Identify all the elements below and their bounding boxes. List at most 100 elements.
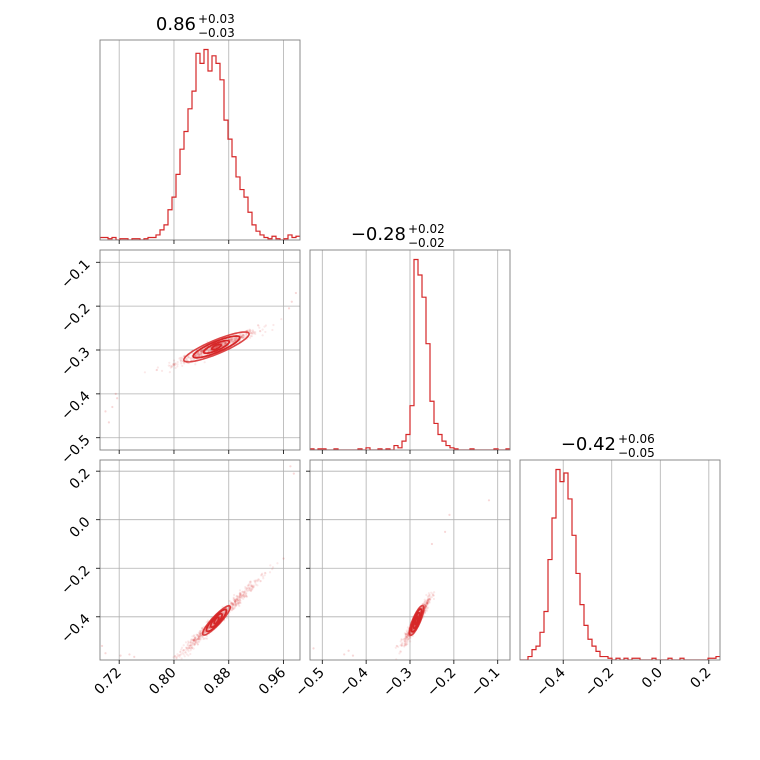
sample-point: [176, 653, 179, 656]
sample-point: [276, 562, 279, 565]
sample-point: [238, 595, 241, 598]
sample-point: [194, 638, 197, 641]
sample-point: [428, 593, 431, 597]
sample-point: [239, 601, 242, 605]
sample-point: [237, 600, 240, 603]
sample-point: [427, 599, 430, 602]
sample-point: [192, 634, 196, 637]
sample-point: [269, 564, 272, 567]
sample-point: [193, 638, 196, 642]
sample-point: [423, 603, 426, 606]
sample-point: [243, 591, 246, 594]
sample-point: [199, 352, 203, 355]
sample-point: [198, 637, 201, 640]
sample-point: [199, 634, 202, 637]
sample-point: [241, 595, 244, 598]
sample-point: [192, 647, 195, 650]
sample-point: [233, 339, 237, 342]
sample-point: [191, 635, 194, 638]
sample-point: [191, 641, 195, 644]
sample-point: [172, 359, 176, 362]
sample-point: [195, 633, 198, 636]
sample-point: [243, 596, 246, 599]
sample-point: [231, 609, 234, 612]
sample-point: [186, 643, 189, 647]
sample-point: [426, 602, 429, 605]
sample-point: [242, 333, 245, 337]
sample-point: [404, 637, 407, 640]
sample-point: [264, 330, 267, 334]
sample-point: [192, 639, 195, 642]
sample-point: [244, 594, 248, 598]
sample-point: [403, 632, 407, 635]
sample-point: [250, 585, 254, 588]
sample-point: [253, 579, 256, 582]
sample-point: [208, 348, 211, 351]
sample-point: [254, 332, 257, 336]
sample-point: [200, 351, 203, 354]
sample-point: [431, 594, 434, 597]
sample-point: [409, 636, 412, 640]
sample-point: [398, 652, 401, 655]
sample-point: [234, 598, 237, 601]
sample-point: [201, 349, 204, 352]
sample-point: [228, 338, 232, 341]
sample-point: [246, 329, 249, 332]
sample-point: [404, 643, 407, 646]
sample-point: [175, 657, 178, 660]
sample-point: [271, 568, 274, 571]
sample-point: [238, 598, 241, 601]
sample-point: [402, 638, 405, 641]
sample-point: [242, 597, 245, 600]
sample-point: [172, 363, 175, 367]
sample-point: [192, 639, 195, 642]
sample-point: [240, 593, 243, 597]
hist-panel-2-frame: [519, 459, 721, 661]
sample-point: [199, 350, 203, 353]
sample-point: [208, 626, 211, 629]
sample-point: [224, 342, 228, 345]
sample-point: [197, 637, 200, 641]
sample-point: [174, 363, 177, 366]
sample-point: [250, 335, 254, 338]
sample-point: [280, 317, 283, 321]
sample-point: [244, 332, 247, 335]
sample-point: [231, 607, 235, 611]
sample-point: [239, 599, 242, 602]
sample-point: [232, 604, 235, 607]
sample-point: [182, 653, 185, 656]
sample-point: [425, 601, 428, 605]
sample-point: [424, 608, 427, 611]
sample-point: [404, 642, 408, 645]
sample-point: [248, 588, 251, 591]
sample-point: [199, 350, 202, 353]
sample-point: [232, 602, 235, 605]
sample-point: [251, 586, 254, 590]
sample-point: [404, 635, 407, 638]
sample-point: [200, 352, 203, 355]
sample-point: [189, 644, 192, 647]
sample-point: [192, 358, 195, 361]
sample-point: [428, 598, 431, 601]
sample-point: [426, 607, 429, 610]
y-tick-label: −0.1: [58, 257, 93, 292]
sample-point: [245, 591, 248, 595]
sample-point: [234, 599, 237, 602]
sample-point: [248, 582, 251, 585]
sample-point: [406, 642, 409, 646]
sample-point: [155, 368, 159, 372]
contour-0: [213, 616, 220, 625]
sample-point: [230, 606, 233, 610]
sample-point: [191, 646, 194, 649]
sample-point: [208, 625, 211, 629]
sample-point: [260, 573, 263, 576]
sample-point: [208, 349, 211, 353]
sample-point: [187, 646, 191, 649]
sample-point: [424, 602, 427, 606]
sample-point: [186, 640, 190, 643]
sample-point: [189, 641, 192, 644]
sample-point: [237, 595, 240, 598]
sample-point: [201, 635, 204, 638]
sample-point: [178, 357, 181, 360]
sample-point: [422, 602, 425, 606]
